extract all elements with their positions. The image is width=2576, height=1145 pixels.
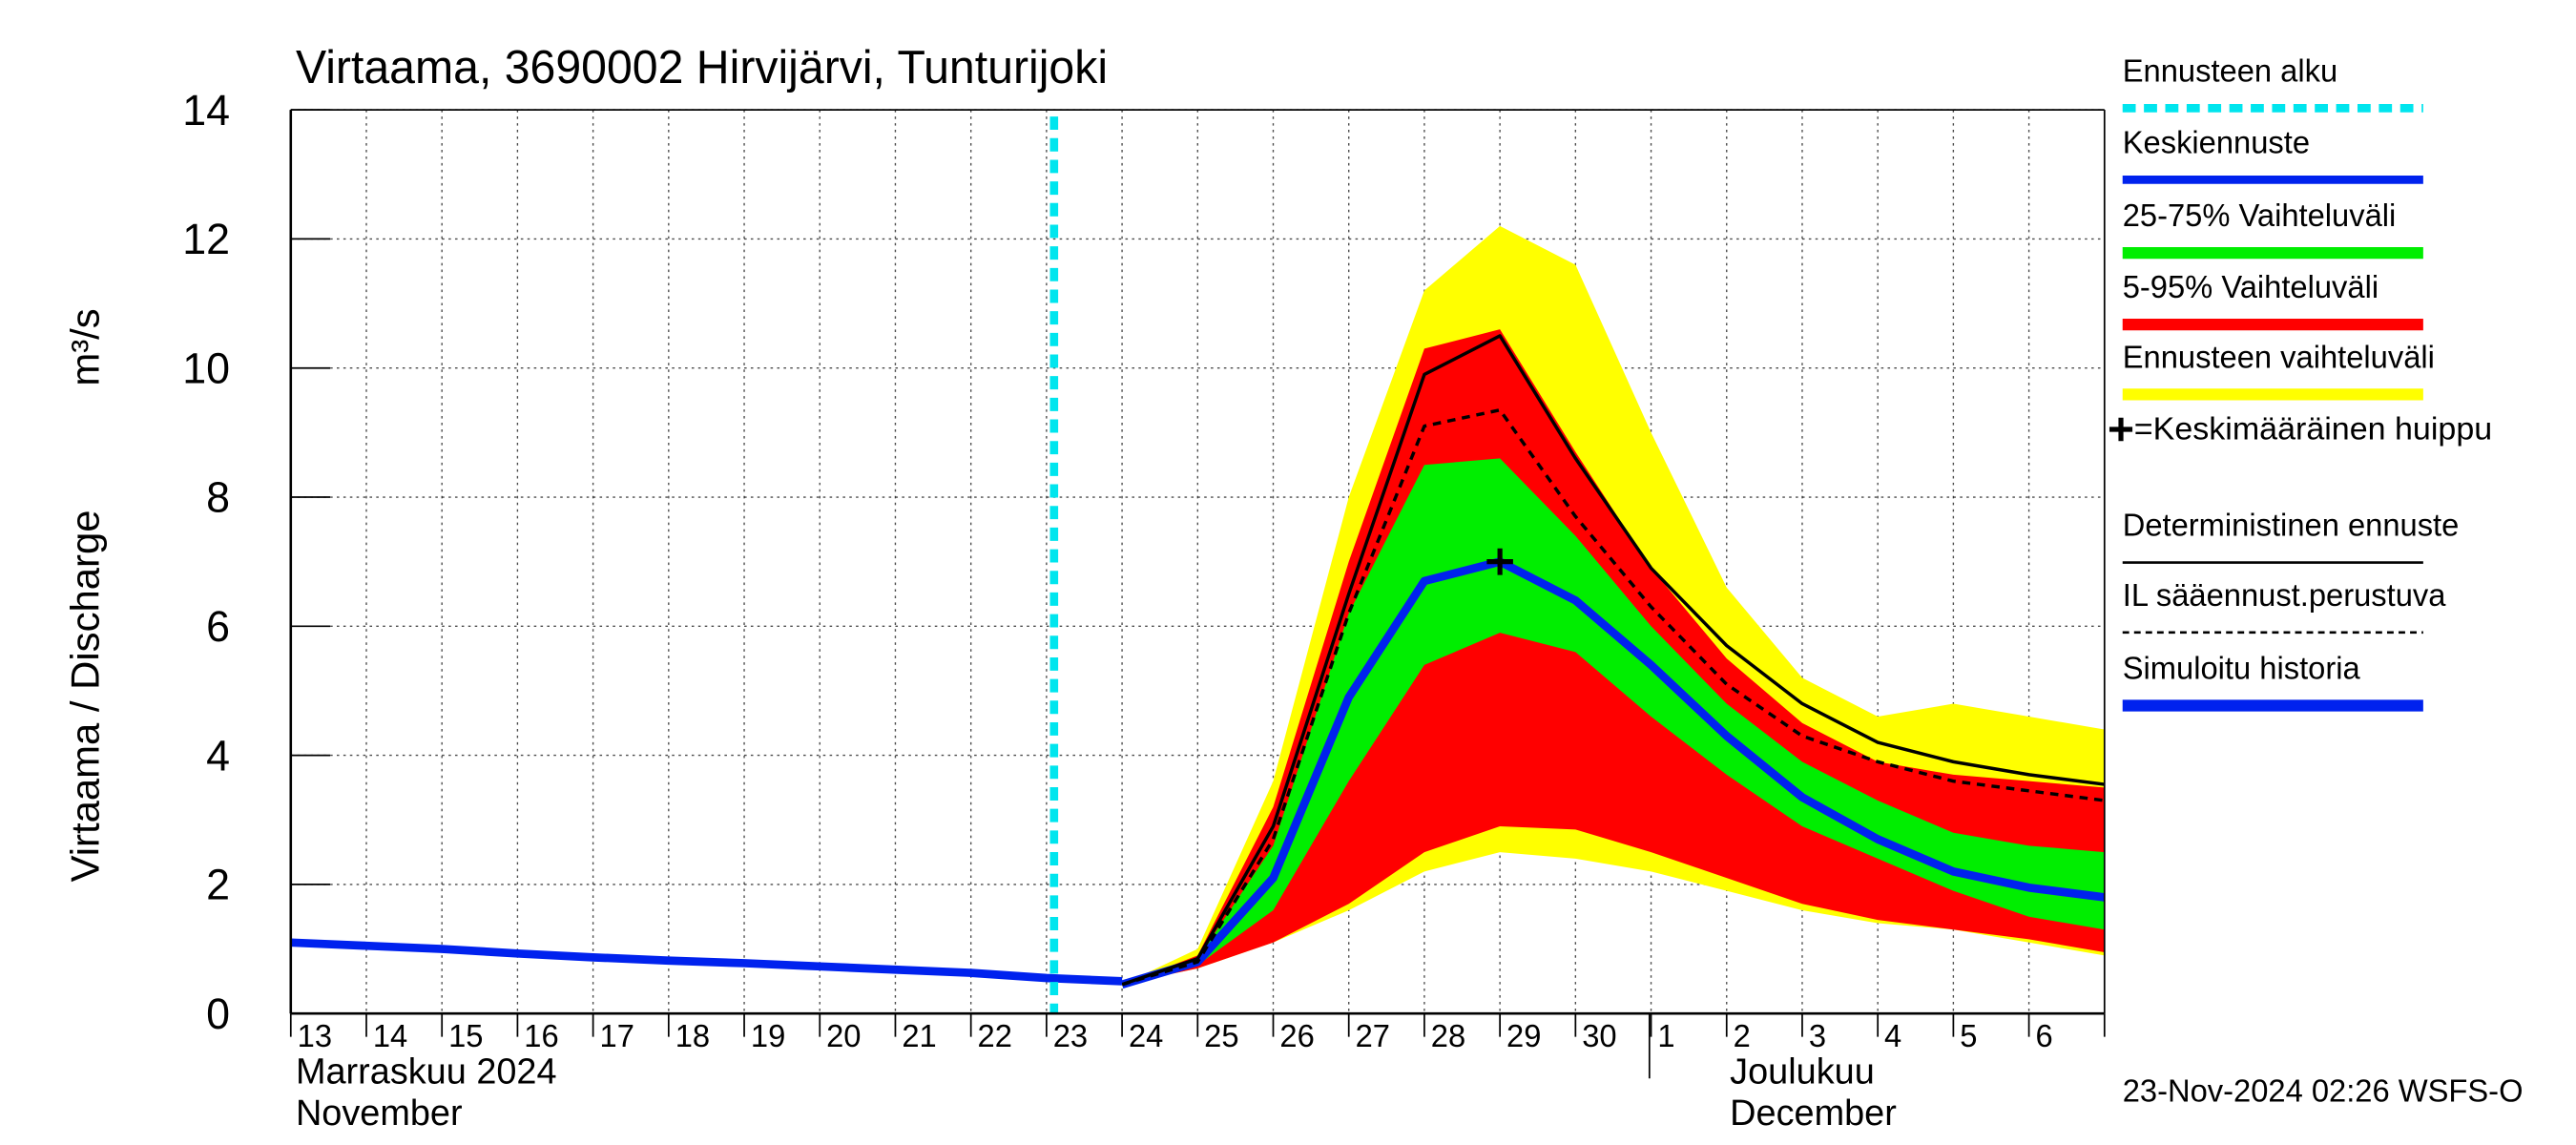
x-tick-label: 19 — [751, 1018, 785, 1053]
series-line — [1121, 407, 2106, 987]
series-line — [1121, 334, 2106, 987]
legend-label: Ennusteen vaihteluväli — [2123, 339, 2435, 374]
x-tick-label: 1 — [1657, 1018, 1674, 1053]
x-tick-label: 16 — [524, 1018, 558, 1053]
x-tick-label: 22 — [978, 1018, 1012, 1053]
x-tick-label: 4 — [1884, 1018, 1901, 1053]
x-tick-label: 18 — [675, 1018, 710, 1053]
y-tick-label: 6 — [206, 602, 230, 651]
x-tick-label: 28 — [1431, 1018, 1465, 1053]
month-label: Marraskuu 2024 — [296, 1051, 557, 1092]
series-line — [1120, 557, 2106, 989]
y-tick-label: 14 — [182, 86, 230, 135]
legend-label: 25-75% Vaihteluväli — [2123, 198, 2397, 233]
x-tick-label: 30 — [1582, 1018, 1616, 1053]
x-tick-label: 29 — [1506, 1018, 1541, 1053]
legend-label: Simuloitu historia — [2123, 650, 2361, 685]
x-tick-label: 14 — [373, 1018, 407, 1053]
x-tick-label: 13 — [298, 1018, 332, 1053]
x-tick-label: 6 — [2035, 1018, 2052, 1053]
legend-peak-marker — [2109, 417, 2133, 442]
x-tick-label: 25 — [1204, 1018, 1238, 1053]
month-label: November — [296, 1093, 463, 1134]
x-tick-label: 21 — [902, 1018, 936, 1053]
y-tick-label: 4 — [206, 731, 230, 780]
x-tick-label: 24 — [1129, 1018, 1163, 1053]
x-tick-label: 2 — [1734, 1018, 1751, 1053]
y-axis-label: Virtaama / Discharge — [63, 510, 108, 882]
month-label: December — [1730, 1093, 1897, 1134]
legend-label: 5-95% Vaihteluväli — [2123, 269, 2379, 304]
legend-label: Ennusteen alku — [2123, 52, 2337, 88]
y-tick-label: 8 — [206, 472, 230, 521]
x-tick-label: 26 — [1279, 1018, 1314, 1053]
y-tick-label: 12 — [182, 215, 230, 263]
x-tick-label: 20 — [826, 1018, 861, 1053]
x-tick-label: 17 — [600, 1018, 634, 1053]
legend-label: IL sääennust.perustuva — [2123, 577, 2446, 613]
peak-marker — [1486, 548, 1513, 575]
x-tick-label: 15 — [448, 1018, 483, 1053]
y-tick-label: 0 — [206, 989, 230, 1038]
band-area — [1122, 458, 2105, 985]
legend-label: Keskiennuste — [2123, 124, 2310, 159]
series-line — [290, 938, 1123, 986]
y-tick-label: 10 — [182, 344, 230, 392]
month-label: Joulukuu — [1730, 1051, 1875, 1092]
x-tick-label: 27 — [1356, 1018, 1390, 1053]
legend-label: Deterministinen ennuste — [2123, 507, 2460, 542]
y-tick-label: 2 — [206, 860, 230, 908]
chart-title: Virtaama, 3690002 Hirvijärvi, Tunturijok… — [296, 42, 1108, 94]
legend-label: =Keskimääräinen huippu — [2134, 410, 2492, 446]
x-tick-label: 23 — [1053, 1018, 1088, 1053]
timestamp: 23-Nov-2024 02:26 WSFS-O — [2123, 1072, 2524, 1108]
x-tick-label: 3 — [1809, 1018, 1826, 1053]
y-axis-unit: m³/s — [63, 308, 108, 385]
x-tick-label: 5 — [1960, 1018, 1977, 1053]
